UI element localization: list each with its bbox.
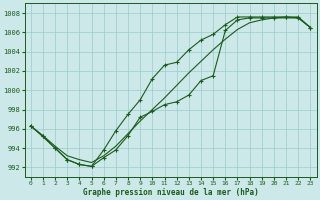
X-axis label: Graphe pression niveau de la mer (hPa): Graphe pression niveau de la mer (hPa) [83,188,259,197]
